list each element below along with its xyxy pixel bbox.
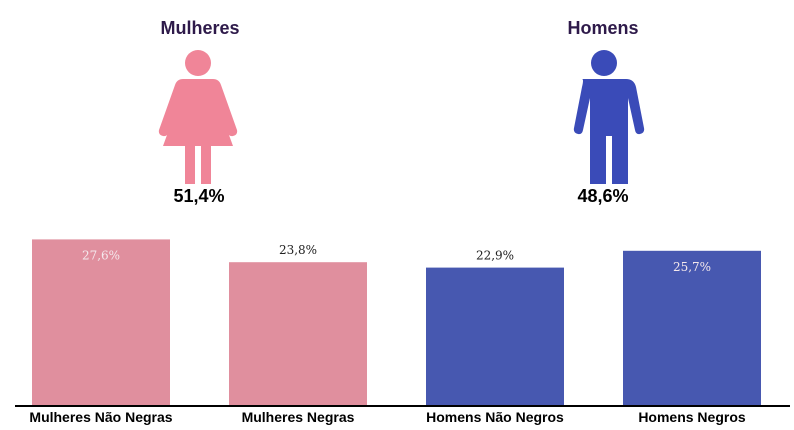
bar-value-label-1: 23,8%	[279, 243, 317, 257]
men-group-title: Homens	[567, 18, 639, 38]
bar-value-label-3: 25,7%	[673, 260, 711, 274]
men-percentage: 48,6%	[577, 186, 629, 206]
category-label-0: Mulheres Não Negras	[29, 409, 172, 425]
category-label-2: Homens Não Negros	[426, 409, 564, 425]
category-label-1: Mulheres Negras	[242, 409, 355, 425]
man-icon	[566, 50, 646, 191]
bar-2	[426, 267, 564, 405]
category-label-3: Homens Negros	[638, 409, 746, 425]
bar-3	[623, 250, 761, 405]
women-percentage: 51,4%	[173, 186, 225, 206]
women-group-title: Mulheres	[160, 18, 240, 38]
bar-1	[229, 262, 367, 405]
bar-chart: 27,6% Mulheres Não Negras 23,8% Mulheres Ne…	[15, 239, 790, 425]
bar-value-label-0: 27,6%	[82, 248, 120, 262]
bar-value-label-2: 22,9%	[476, 249, 514, 263]
woman-icon	[157, 50, 239, 191]
bar-0	[32, 239, 170, 405]
